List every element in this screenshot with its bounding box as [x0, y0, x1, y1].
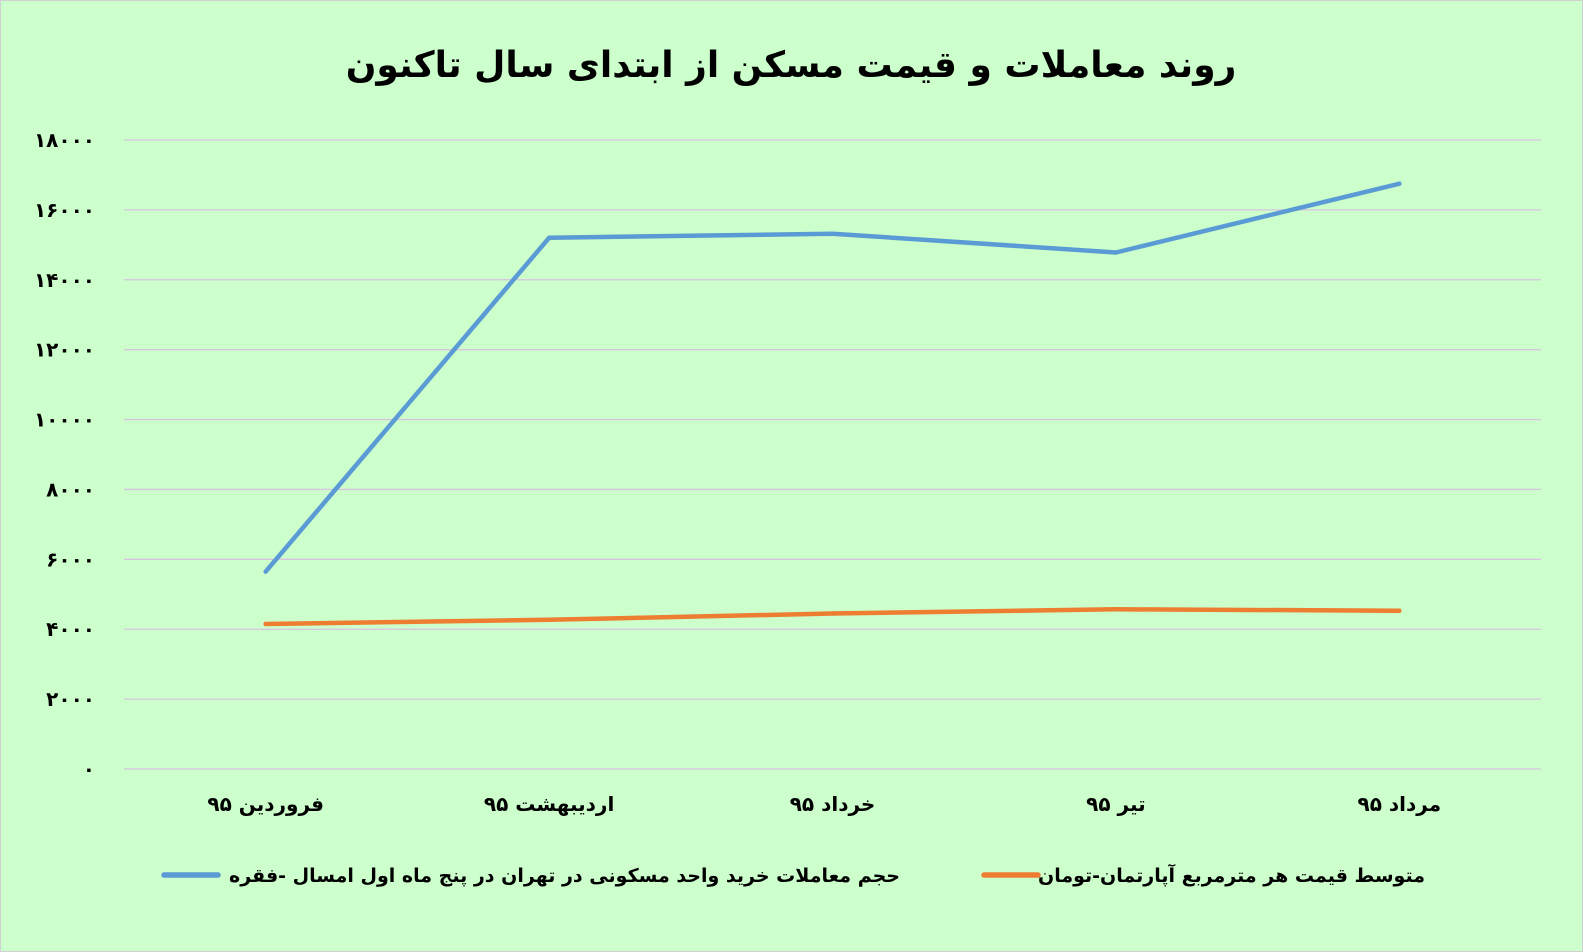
- legend-label: حجم معاملات خرید واحد مسکونی در تهران در…: [229, 865, 900, 887]
- x-category-label: مرداد ۹۵: [1358, 792, 1442, 816]
- data-point: [1113, 607, 1119, 612]
- legend-item-1: حجم معاملات خرید واحد مسکونی در تهران در…: [161, 865, 900, 887]
- y-tick-label: ۱۰۰۰۰: [34, 408, 95, 432]
- data-point: [546, 617, 552, 622]
- grid-lines: [124, 139, 1541, 770]
- data-point: [263, 569, 268, 574]
- data-point: [1397, 181, 1402, 186]
- y-tick-label: ۱۲۰۰۰: [34, 338, 95, 362]
- y-tick-label: ۶۰۰۰: [46, 547, 95, 571]
- data-point: [546, 235, 552, 241]
- y-tick-label: ۴۰۰۰: [46, 617, 95, 641]
- y-tick-label: ۰: [83, 757, 95, 781]
- legend: حجم معاملات خرید واحد مسکونی در تهران در…: [161, 863, 1425, 887]
- legend-item-2: متوسط قیمت هر مترمربع آپارتمان-تومان: [981, 863, 1425, 887]
- data-point: [263, 621, 268, 627]
- y-tick-label: ۸۰۰۰: [46, 477, 95, 501]
- data-point: [1113, 250, 1119, 255]
- series-lines: [263, 181, 1402, 627]
- data-point: [830, 231, 835, 236]
- x-category-label: فروردین ۹۵: [207, 792, 324, 816]
- x-category-label: تیر ۹۵: [1086, 792, 1146, 816]
- legend-label: متوسط قیمت هر مترمربع آپارتمان-تومان: [1038, 863, 1425, 887]
- x-axis-category-labels: فروردین ۹۵ اردیبهشت ۹۵ خرداد ۹۵ تیر ۹۵ مرداد…: [207, 792, 1441, 816]
- y-tick-label: ۱۴۰۰۰: [34, 268, 95, 292]
- x-category-label: خرداد ۹۵: [790, 792, 876, 816]
- y-tick-label: ۱۶۰۰۰: [34, 198, 95, 222]
- chart-title: روند معاملات و قیمت مسکن از ابتدای سال ت…: [346, 45, 1237, 86]
- series-line-1: [263, 181, 1402, 574]
- data-point: [830, 611, 835, 616]
- data-point: [1397, 608, 1402, 613]
- y-tick-label: ۱۸۰۰۰: [34, 128, 95, 152]
- y-tick-label: ۲۰۰۰: [46, 687, 95, 711]
- x-category-label: اردیبهشت ۹۵: [484, 792, 614, 816]
- y-axis-tick-labels: ۰ ۲۰۰۰ ۴۰۰۰ ۶۰۰۰ ۸۰۰۰ ۱۰۰۰۰ ۱۲۰۰۰ ۱۴۰۰۰ ۱۶۰۰۰ ۱۸۰…: [34, 128, 95, 781]
